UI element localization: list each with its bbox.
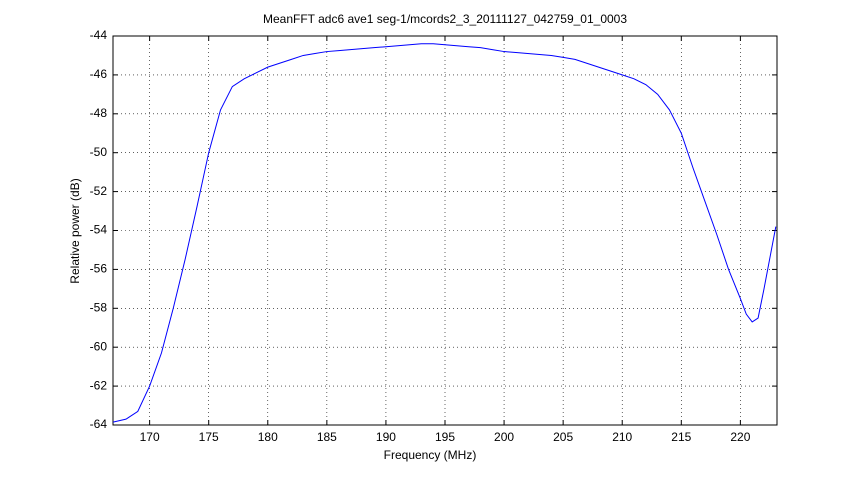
chart-title: MeanFFT adc6 ave1 seg-1/mcords2_3_201111… [263,12,627,26]
y-axis-label: Relative power (dB) [68,178,82,283]
x-tick-label: 205 [553,430,573,444]
x-tick-label: 195 [435,430,455,444]
y-tick-label: -44 [90,28,108,42]
x-tick-label: 185 [317,430,337,444]
plot-frame [112,35,778,426]
x-tick-label: 210 [612,430,632,444]
y-tick-label: -46 [90,67,108,81]
x-tick-label: 180 [258,430,278,444]
y-tick-label: -48 [90,106,108,120]
x-tick-label: 190 [376,430,396,444]
y-tick-label: -62 [90,378,108,392]
x-axis-label: Frequency (MHz) [384,448,477,462]
x-tick-label: 175 [199,430,219,444]
x-tick-label: 170 [140,430,160,444]
y-tick-label: -64 [90,417,108,431]
y-tick-label: -58 [90,300,108,314]
y-tick-label: -50 [90,145,108,159]
y-tick-label: -52 [90,184,108,198]
y-tick-label: -60 [90,339,108,353]
x-tick-label: 215 [671,430,691,444]
line-series [112,43,777,423]
y-tick-label: -54 [90,223,108,237]
y-tick-label: -56 [90,262,108,276]
x-tick-label: 220 [730,430,750,444]
x-tick-label: 200 [494,430,514,444]
